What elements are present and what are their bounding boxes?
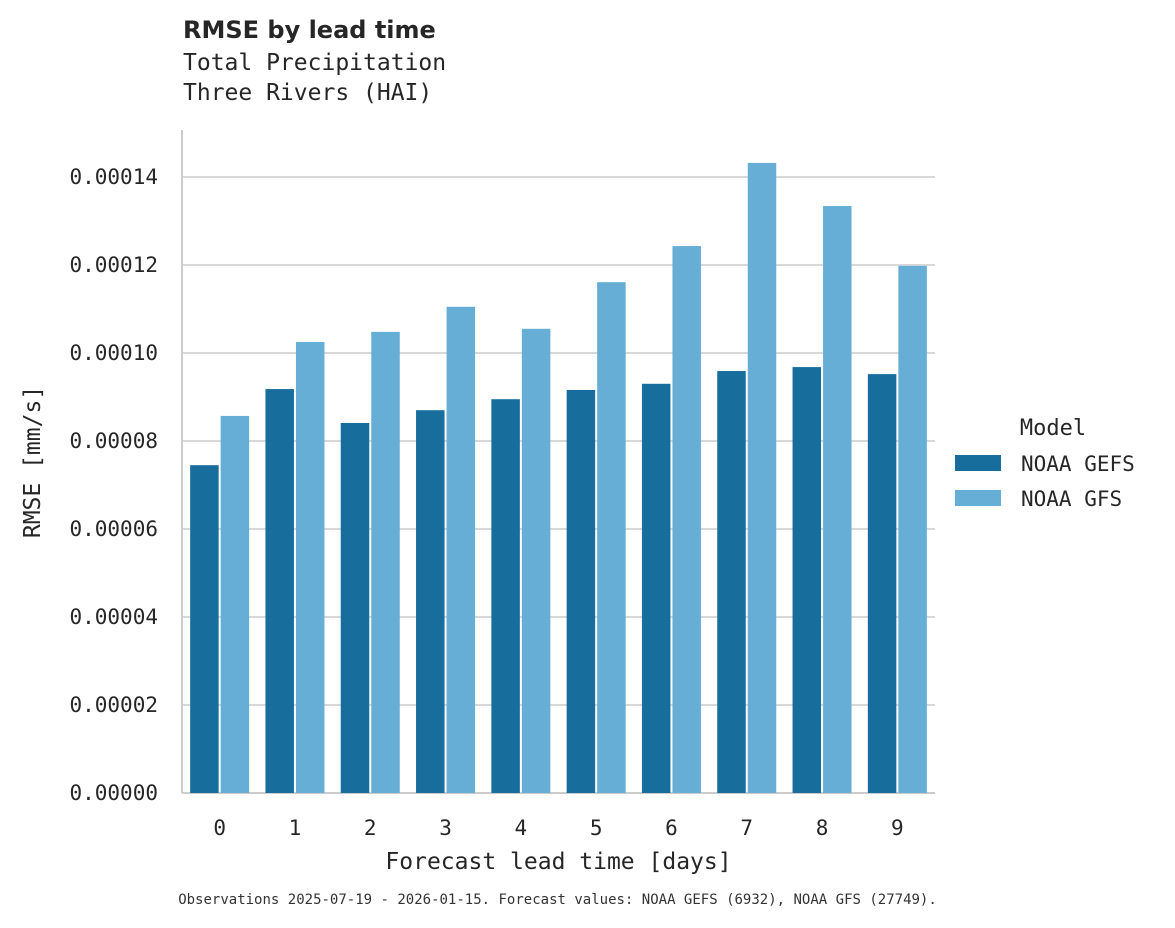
- bar-noaa-gfs: [672, 246, 701, 793]
- bar-noaa-gfs: [823, 206, 852, 794]
- chart-subtitle-location: Three Rivers (HAI): [183, 80, 433, 106]
- x-tick-label: 5: [590, 816, 603, 840]
- bar-noaa-gefs: [717, 371, 746, 793]
- x-tick-label: 7: [740, 816, 753, 840]
- y-tick-label: 0.00008: [69, 429, 158, 453]
- bar-noaa-gfs: [446, 306, 476, 793]
- bar-noaa-gefs: [190, 465, 219, 793]
- bar-noaa-gfs: [747, 162, 777, 794]
- x-tick-label: 4: [515, 816, 528, 840]
- bar-noaa-gefs: [792, 367, 822, 793]
- x-tick-label: 6: [665, 816, 678, 840]
- bar-noaa-gfs: [521, 328, 551, 793]
- x-tick-label: 0: [213, 816, 226, 840]
- bar-noaa-gfs: [371, 331, 400, 793]
- x-tick-label: 1: [289, 816, 302, 840]
- y-tick-label: 0.00012: [69, 253, 158, 277]
- bar-noaa-gfs: [295, 342, 325, 793]
- y-tick-label: 0.00000: [69, 781, 158, 805]
- bar-noaa-gfs: [220, 415, 250, 793]
- bar-noaa-gfs: [898, 265, 927, 793]
- bar-noaa-gefs: [340, 422, 370, 793]
- bar-noaa-gfs: [597, 282, 626, 793]
- bar-noaa-gefs: [265, 389, 294, 793]
- x-tick-label: 8: [816, 816, 829, 840]
- legend-swatch: [955, 455, 1001, 471]
- legend-title: Model: [1020, 416, 1086, 441]
- bar-noaa-gefs: [867, 374, 897, 793]
- legend-swatch: [955, 490, 1001, 506]
- chart-title: RMSE by lead time: [183, 16, 436, 44]
- y-tick-label: 0.00014: [69, 165, 158, 189]
- x-axis-label: Forecast lead time [days]: [385, 849, 731, 875]
- y-axis-label: RMSE [mm/s]: [20, 386, 46, 538]
- legend-label: NOAA GFS: [1021, 487, 1122, 511]
- legend-label: NOAA GEFS: [1021, 452, 1135, 476]
- bar-noaa-gefs: [641, 383, 671, 793]
- y-tick-label: 0.00006: [69, 517, 158, 541]
- y-tick-label: 0.00004: [69, 605, 158, 629]
- chart-footnote: Observations 2025-07-19 - 2026-01-15. Fo…: [178, 892, 937, 908]
- bar-noaa-gefs: [491, 399, 520, 793]
- bar-noaa-gefs: [416, 410, 445, 793]
- chart-subtitle-variable: Total Precipitation: [183, 50, 447, 76]
- x-tick-label: 3: [439, 816, 452, 840]
- y-tick-label: 0.00002: [69, 693, 158, 717]
- bar-noaa-gefs: [566, 389, 596, 793]
- x-tick-label: 2: [364, 816, 377, 840]
- y-tick-label: 0.00010: [69, 341, 158, 365]
- x-tick-label: 9: [891, 816, 904, 840]
